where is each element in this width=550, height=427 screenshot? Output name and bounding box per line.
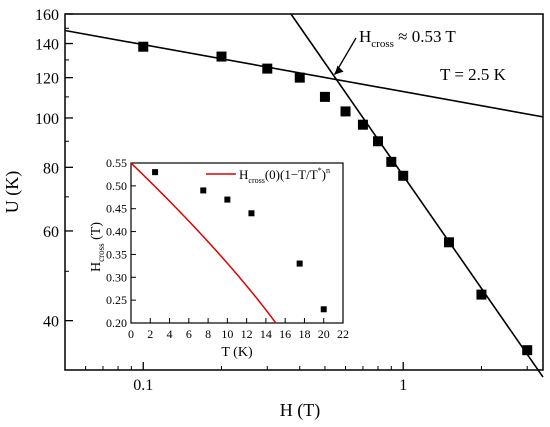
data-point [476, 289, 487, 300]
main-plot-frame [64, 13, 544, 371]
crossing-annotation: Hcross ≈ 0.53 T [359, 27, 456, 50]
data-point [340, 106, 351, 117]
data-point [216, 51, 227, 62]
y-tick-label: 120 [35, 71, 59, 88]
inset-y-tick-label: 0.55 [106, 156, 127, 170]
inset-fit-line [130, 162, 277, 324]
y-tick-label: 100 [35, 111, 59, 128]
inset-data-point [152, 169, 159, 176]
inset-x-tick-label: 14 [260, 327, 272, 341]
fit-line-2 [290, 13, 544, 378]
inset-data-points [152, 169, 327, 313]
inset-y-axis-label: Hcross (T) [89, 222, 106, 272]
inset-x-tick-label: 20 [318, 327, 330, 341]
inset-y-tick-label: 0.50 [106, 179, 127, 193]
crossing-arrowhead [334, 65, 344, 75]
data-point [262, 63, 273, 74]
inset-axes: 0 2 4 6 8 10 12 14 16 18 20 22 0.20 0.25 0.30 0.35 0.40 0… [106, 156, 349, 341]
y-tick-label: 80 [43, 160, 59, 177]
inset-y-tick-label: 0.30 [106, 270, 127, 284]
data-point [319, 91, 330, 102]
x-axis-label: H (T) [280, 400, 320, 421]
inset-x-tick-label: 6 [186, 327, 192, 341]
inset-data-point [224, 196, 231, 203]
inset-legend-label: Hcross(0)(1−T/T*)n [239, 166, 330, 185]
inset-plot-frame [130, 162, 344, 324]
y-tick-label: 60 [43, 224, 59, 241]
inset-y-tick-label: 0.35 [106, 247, 127, 261]
y-tick-label: 140 [35, 37, 59, 54]
inset-x-tick-label: 0 [128, 327, 134, 341]
y-axis-label: U (K) [2, 171, 23, 214]
inset-x-tick-label: 10 [221, 327, 233, 341]
inset-y-tick-label: 0.45 [106, 202, 127, 216]
inset-data-point [296, 260, 303, 267]
inset-data-point [200, 187, 207, 194]
inset-x-tick-label: 2 [147, 327, 153, 341]
inset-data-point [320, 306, 327, 313]
inset-x-tick-label: 4 [167, 327, 173, 341]
data-point [138, 41, 149, 52]
temperature-annotation: T = 2.5 K [440, 65, 507, 84]
y-tick-label: 160 [35, 7, 59, 24]
data-point [398, 170, 409, 181]
data-point [522, 345, 533, 356]
data-point [373, 136, 384, 147]
inset-y-tick-label: 0.20 [106, 316, 127, 330]
data-point [443, 237, 454, 248]
y-tick-label: 40 [43, 314, 59, 331]
inset-y-tick-label: 0.25 [106, 293, 127, 307]
data-point [294, 72, 305, 83]
x-tick-label: 0.1 [133, 377, 153, 394]
inset-x-axis-label: T (K) [221, 345, 253, 360]
inset-x-tick-label: 16 [279, 327, 291, 341]
x-tick-label: 1 [399, 377, 407, 394]
inset-x-tick-label: 18 [298, 327, 310, 341]
data-point [357, 119, 368, 130]
inset-x-tick-label: 8 [205, 327, 211, 341]
inset-y-tick-label: 0.40 [106, 225, 127, 239]
inset-x-tick-label: 12 [241, 327, 253, 341]
inset-data-point [248, 210, 255, 217]
data-point [386, 156, 397, 167]
main-data-points [138, 41, 533, 356]
inset-fit-curve [130, 162, 277, 324]
inset-x-tick-label: 22 [337, 327, 349, 341]
